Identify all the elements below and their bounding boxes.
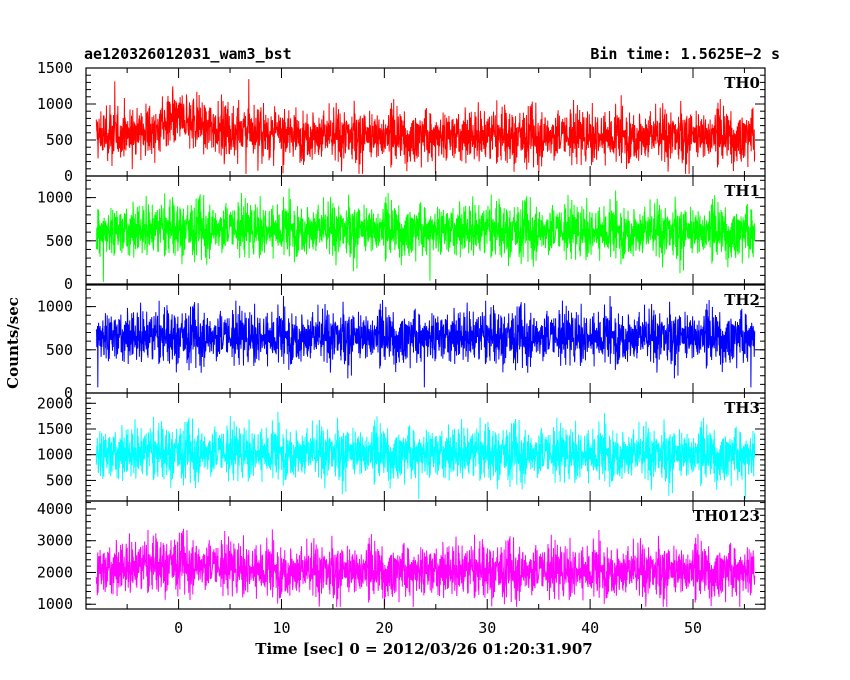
y-tick-label: 500: [46, 471, 73, 489]
y-tick-label: 1500: [37, 59, 73, 77]
panel-label-th2: TH2: [724, 291, 760, 309]
y-tick-label: 1500: [37, 420, 73, 438]
y-tick-label: 500: [46, 232, 73, 250]
lightcurve-th1: [95, 188, 756, 282]
panel-label-th1: TH1: [724, 182, 760, 200]
x-tick-label: 20: [375, 619, 393, 637]
lightcurve-th0123: [95, 528, 756, 607]
y-tick-label: 2000: [37, 563, 73, 581]
panel-label-th0: TH0: [724, 74, 760, 92]
y-tick-label: 1000: [37, 298, 73, 316]
y-tick-label: 0: [64, 384, 73, 402]
y-tick-label: 500: [46, 341, 73, 359]
x-tick-label: 50: [684, 619, 702, 637]
x-tick-label: 40: [581, 619, 599, 637]
y-tick-label: 0: [64, 275, 73, 293]
panel-th3: 500 1000 1500 2000 TH3: [37, 392, 766, 502]
x-axis-label: Time [sec] 0 = 2012/03/26 01:20:31.907: [255, 640, 592, 658]
bin-time-label: Bin time: 1.5625E−2 s: [590, 45, 780, 63]
panel-label-th0123: TH0123: [693, 507, 760, 525]
panel-frame: [85, 500, 766, 610]
y-tick-label: 0: [64, 167, 73, 185]
lightcurve-th3: [95, 411, 756, 499]
y-tick-label: 1000: [37, 95, 73, 113]
x-tick-label: 10: [272, 619, 290, 637]
y-tick-label: 1000: [37, 189, 73, 207]
x-tick-label: 30: [478, 619, 496, 637]
lightcurve-th0: [95, 79, 756, 174]
chart-title: ae120326012031_wam3_bst: [84, 45, 292, 63]
y-tick-label: 1000: [37, 446, 73, 464]
panel-th1: 0 500 1000 TH1: [37, 175, 766, 293]
y-tick-label: 1000: [37, 595, 73, 613]
y-tick-label: 4000: [37, 500, 73, 518]
y-tick-label: 500: [46, 131, 73, 149]
panel-th0: 0 500 1000 1500 TH0: [37, 59, 766, 185]
panel-th0123: 1000 2000 3000 4000 TH0123: [37, 500, 766, 613]
panel-th2: 0 500 1000 TH2: [37, 284, 766, 402]
y-tick-label: 3000: [37, 532, 73, 550]
x-tick-label: 0: [174, 619, 183, 637]
y-tick-label: 2000: [37, 394, 73, 412]
y-axis-label: Counts/sec: [4, 297, 22, 389]
lightcurve-th2: [95, 295, 756, 388]
panel-frame: [85, 175, 766, 285]
panel-label-th3: TH3: [724, 399, 760, 417]
